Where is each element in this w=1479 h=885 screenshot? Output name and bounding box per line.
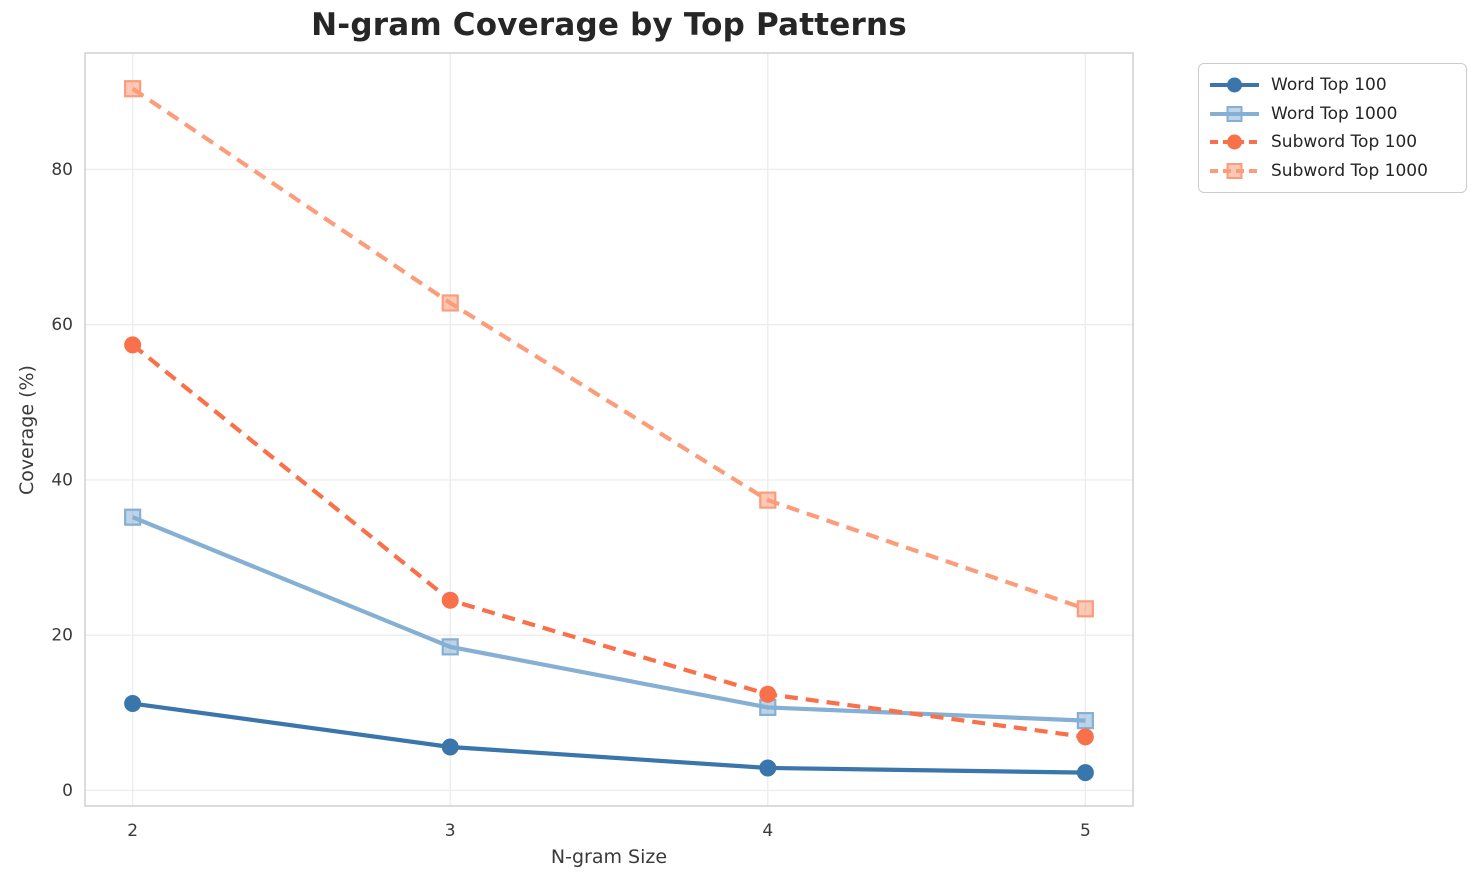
legend: Word Top 100 Word Top 1000 Subword Top 100… [1198,63,1467,193]
marker-word-top-100-x4 [759,759,777,777]
marker-subword-top-1000-x3 [441,294,459,312]
x-axis-label: N-gram Size [550,846,668,868]
y-tick-0: 0 [62,781,73,801]
legend-item-word-top-100: Word Top 100 [1209,71,1454,100]
axes-border [84,52,1134,807]
legend-label-subword-top-100: Subword Top 100 [1271,132,1418,153]
marker-subword-top-100-x5 [1076,728,1094,746]
y-tick-60: 60 [51,315,73,335]
legend-item-subword-top-1000: Subword Top 1000 [1209,157,1454,186]
marker-subword-top-100-x4 [759,685,777,703]
x-tick-5: 5 [1080,821,1091,841]
x-tick-2: 2 [127,821,138,841]
marker-subword-top-1000-x4 [759,491,777,509]
marker-word-top-100-x3 [441,738,459,756]
y-tick-80: 80 [51,160,73,180]
legend-sample-word-top-1000-square-icon [1210,105,1259,122]
legend-sample-subword-top-100-circle-icon [1210,134,1259,150]
series-line-word-top-1000 [131,515,1086,723]
legend-sample-subword-top-1000-square-icon [1210,162,1259,179]
chart-title: N-gram Coverage by Top Patterns [311,7,907,43]
y-tick-20: 20 [51,626,73,646]
legend-label-word-top-100: Word Top 100 [1271,75,1387,96]
marker-subword-top-100-x3 [441,591,459,609]
marker-word-top-1000-x2 [124,508,142,526]
series-line-subword-top-100 [131,343,1086,739]
x-tick-3: 3 [445,821,456,841]
legend-item-subword-top-100: Subword Top 100 [1209,128,1454,157]
marker-subword-top-100-x2 [124,336,142,354]
marker-word-top-100-x5 [1076,764,1094,782]
legend-sample-word-top-100-circle-icon [1210,77,1259,93]
marker-word-top-100-x2 [124,695,142,713]
series-line-subword-top-1000 [131,86,1087,611]
marker-word-top-1000-x3 [441,638,459,656]
marker-subword-top-1000-x5 [1076,600,1094,618]
marker-word-top-1000-x5 [1076,712,1094,730]
legend-label-subword-top-1000: Subword Top 1000 [1271,160,1428,181]
marker-subword-top-1000-x2 [124,80,142,98]
legend-item-word-top-1000: Word Top 1000 [1209,100,1454,129]
legend-label-word-top-1000: Word Top 1000 [1271,103,1398,124]
x-tick-4: 4 [762,821,773,841]
y-tick-40: 40 [51,470,73,490]
series-line-word-top-100 [132,701,1086,775]
